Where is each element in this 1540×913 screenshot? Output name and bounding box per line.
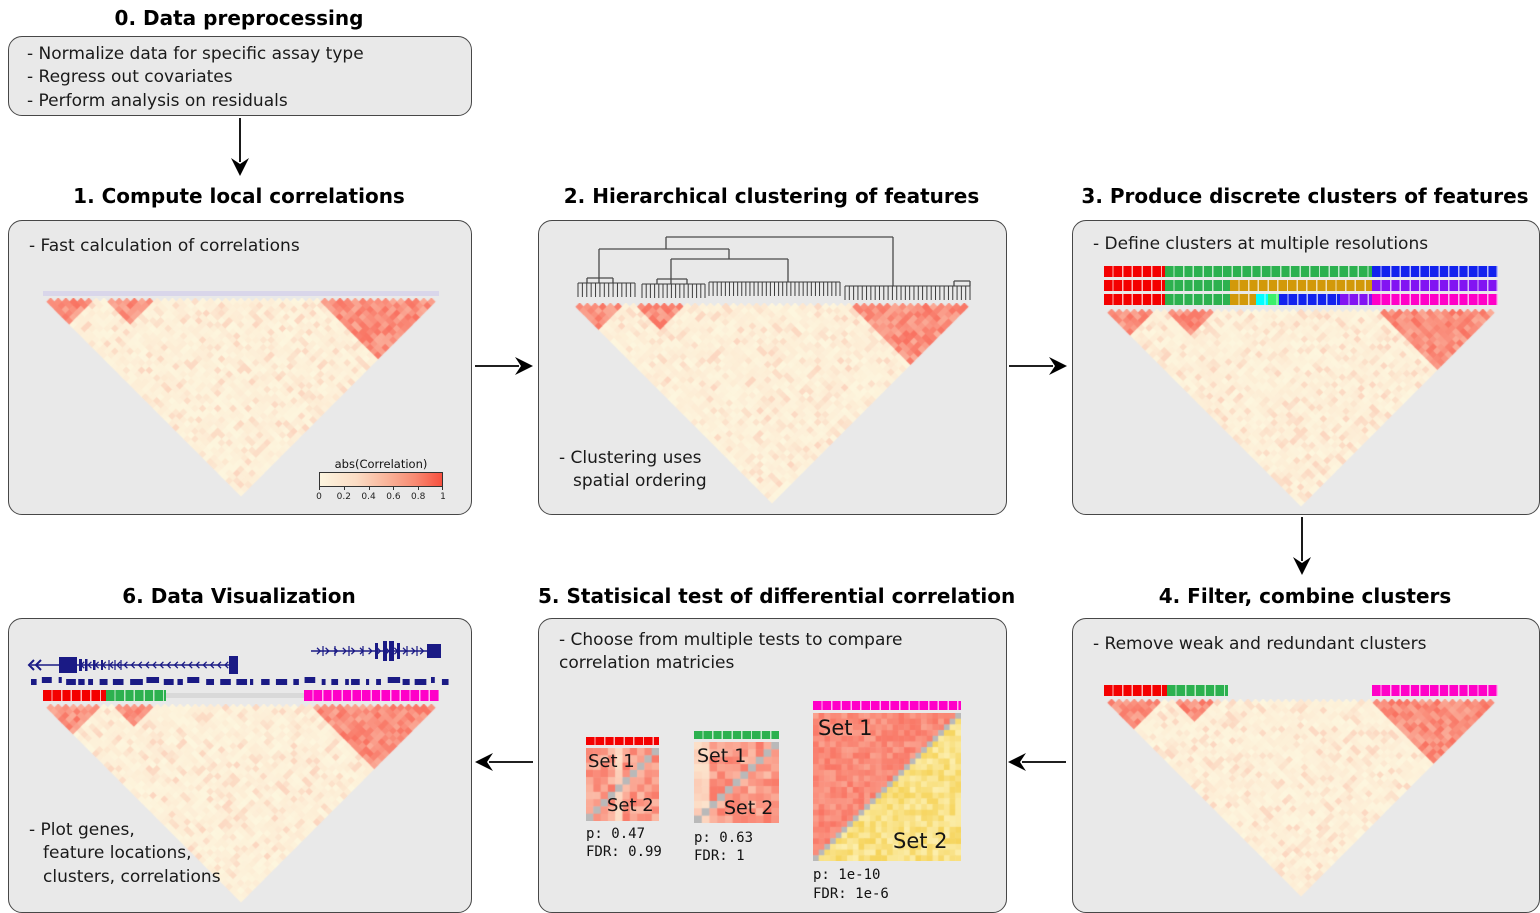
cluster-segment-green — [1165, 294, 1231, 305]
position-track — [43, 291, 439, 296]
cluster-segment-spring — [1267, 294, 1280, 305]
comparison-matrix-canvas — [694, 742, 779, 823]
colorbar-gradient — [319, 472, 443, 487]
step3-title: 3. Produce discrete clusters of features — [1081, 184, 1529, 208]
step6-note-line: - Plot genes, — [29, 820, 135, 840]
cluster-bar-row — [1104, 266, 1499, 277]
p-value: p: 0.63 — [694, 830, 754, 846]
gene-track — [27, 641, 449, 685]
fdr-value: FDR: 1e-6 — [813, 886, 889, 902]
set1-label: Set 1 — [588, 751, 635, 772]
arrow-step2-to-step3-icon — [1009, 357, 1067, 375]
set2-label: Set 2 — [724, 797, 774, 819]
cluster-segment-gold — [1230, 294, 1256, 305]
cluster-segment-magenta — [1371, 685, 1499, 696]
step1-note: - Fast calculation of correlations — [29, 236, 300, 256]
arrow-step3-to-step4-icon — [1293, 517, 1311, 575]
cluster-segment-red — [1104, 266, 1166, 277]
correlation-heatmap-canvas — [1104, 699, 1498, 904]
correlation-heatmap-canvas — [43, 298, 439, 504]
diff-test-red: Set 1 Set 2 p: 0.47 FDR: 0.99 — [586, 737, 662, 887]
cluster-segment-gold — [1230, 280, 1372, 291]
cluster-segment-red — [1104, 294, 1166, 305]
cluster-segment-cyan — [1255, 294, 1268, 305]
arrow-step4-to-step5-icon — [1008, 753, 1066, 771]
cluster-bar-row — [1104, 294, 1499, 305]
set2-label: Set 2 — [893, 829, 948, 853]
arrow-step5-to-step6-icon — [475, 753, 533, 771]
step4-note: - Remove weak and redundant clusters — [1093, 634, 1427, 654]
cluster-segment-purple — [1371, 280, 1499, 291]
cluster-segment-green — [1167, 685, 1229, 696]
cluster-segment-red — [1104, 685, 1168, 696]
step0-line: - Normalize data for specific assay type — [27, 44, 364, 64]
step5-title: 5. Statisical test of differential corre… — [538, 584, 1016, 608]
step0-line: - Perform analysis on residuals — [27, 90, 288, 111]
cluster-bar-row — [43, 690, 439, 701]
cluster-segment-magenta — [304, 690, 439, 701]
step2-panel: - Clustering uses spatial ordering — [538, 220, 1007, 515]
cluster-bar-magenta — [813, 701, 961, 710]
cluster-segment-green — [1165, 266, 1372, 277]
colorbar-ticklabels: 0 0.2 0.4 0.6 0.8 1 — [316, 492, 446, 502]
cluster-segment-red — [43, 690, 107, 701]
cluster-track-rail — [43, 693, 439, 698]
step5-note-line: - Choose from multiple tests to compare — [559, 630, 903, 650]
step0-box: - Normalize data for specific assay type… — [8, 36, 472, 116]
step6-note-line: clusters, correlations — [43, 866, 221, 887]
cluster-segment-blue — [1371, 266, 1499, 277]
correlation-heatmap-canvas — [1104, 309, 1498, 514]
cluster-bar-row — [1104, 685, 1499, 696]
step1-title: 1. Compute local correlations — [73, 184, 405, 208]
cluster-segment-green — [1165, 280, 1231, 291]
cluster-bar-green — [694, 731, 779, 739]
step6-note-line: feature locations, — [43, 843, 192, 864]
set1-label: Set 1 — [697, 745, 747, 767]
fdr-value: FDR: 0.99 — [586, 844, 662, 860]
colorbar: abs(Correlation) 0 0.2 0.4 0.6 0.8 1 — [316, 457, 446, 502]
colorbar-title: abs(Correlation) — [334, 457, 428, 471]
step2-note-line: - Clustering uses — [559, 448, 702, 468]
step2-note-line: spatial ordering — [573, 471, 707, 492]
comparison-matrix-canvas — [813, 713, 961, 861]
cluster-segment-green — [106, 690, 167, 701]
fdr-value: FDR: 1 — [694, 848, 745, 864]
step5-panel: - Choose from multiple tests to compare … — [538, 618, 1007, 913]
step0-line: - Regress out covariates — [27, 67, 233, 88]
correlation-heatmap-canvas — [43, 704, 439, 910]
step2-title: 2. Hierarchical clustering of features — [563, 184, 980, 208]
cluster-segment-magenta — [1371, 294, 1499, 305]
step4-title: 4. Filter, combine clusters — [1158, 584, 1452, 608]
arrow-step1-to-step2-icon — [475, 357, 533, 375]
comparison-matrix-canvas — [586, 748, 659, 821]
arrow-step0-to-step1-icon — [231, 118, 249, 176]
set1-label: Set 1 — [818, 716, 873, 740]
step5-note-line: correlation matricies — [559, 653, 735, 674]
step3-note: - Define clusters at multiple resolution… — [1093, 234, 1429, 254]
step1-panel: - Fast calculation of correlations abs(C… — [8, 220, 472, 515]
cluster-segment-blue — [1279, 294, 1341, 305]
correlation-heatmap-canvas — [572, 303, 972, 511]
step6-panel: - Plot genes, feature locations, cluster… — [8, 618, 472, 913]
colorbar-tickmarks — [319, 487, 443, 490]
step4-panel: - Remove weak and redundant clusters — [1072, 618, 1540, 913]
p-value: p: 0.47 — [586, 826, 646, 842]
diff-test-green: Set 1 Set 2 p: 0.63 FDR: 1 — [694, 731, 779, 881]
set2-label: Set 2 — [607, 795, 654, 816]
cluster-segment-purple — [1340, 294, 1372, 305]
p-value: p: 1e-10 — [813, 867, 881, 883]
cluster-bar-red — [586, 737, 659, 745]
step3-panel: - Define clusters at multiple resolution… — [1072, 220, 1540, 515]
cluster-segment-red — [1104, 280, 1166, 291]
step6-title: 6. Data Visualization — [122, 584, 356, 608]
step0-title: 0. Data preprocessing — [114, 6, 364, 30]
cluster-bar-row — [1104, 280, 1499, 291]
diff-test-magenta: Set 1 Set 2 p: 1e-10 FDR: 1e-6 — [813, 701, 961, 902]
